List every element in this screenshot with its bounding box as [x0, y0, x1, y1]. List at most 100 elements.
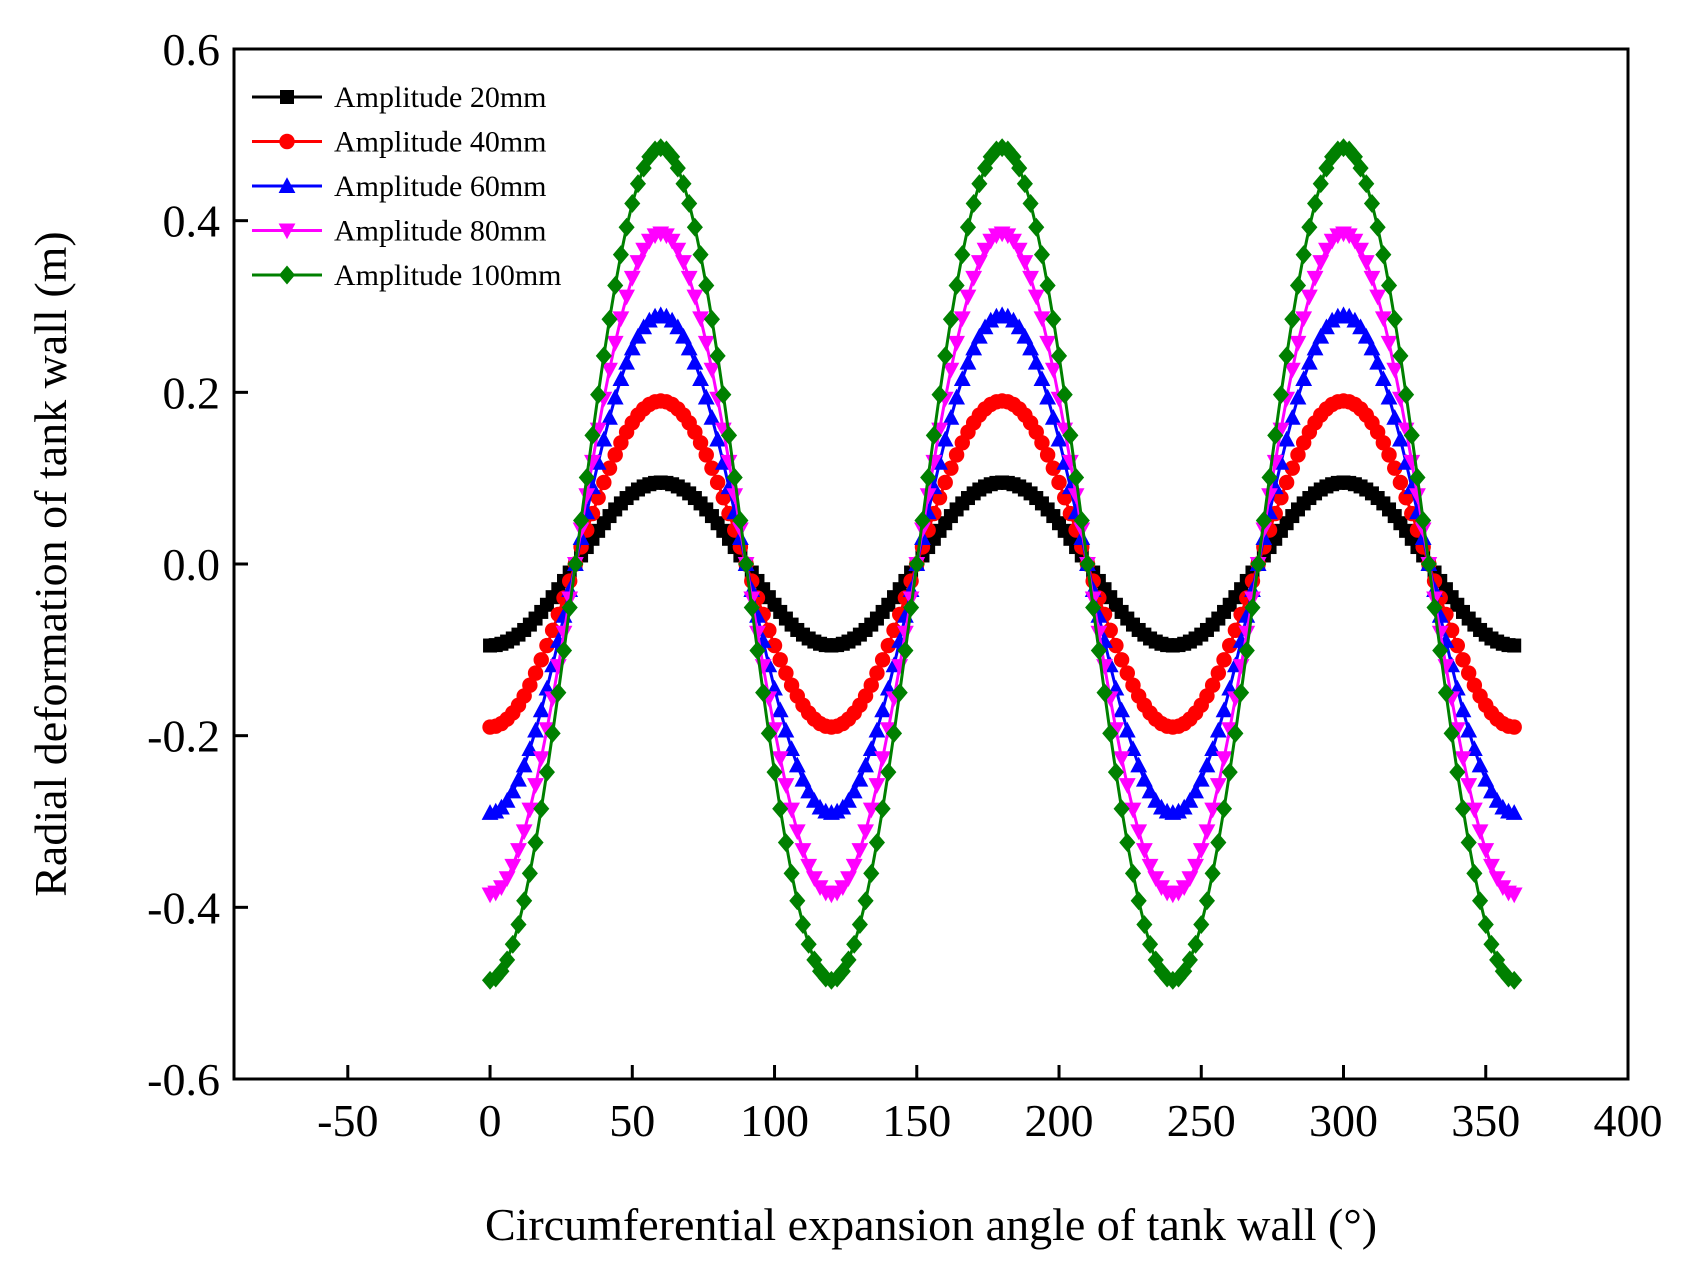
data-point	[1449, 762, 1466, 782]
data-point	[533, 799, 550, 819]
data-point	[1505, 887, 1523, 904]
data-point	[738, 554, 755, 574]
data-point	[612, 311, 630, 328]
data-point	[1215, 701, 1233, 718]
data-point	[1398, 385, 1415, 405]
data-point	[970, 327, 988, 344]
data-point	[1374, 311, 1392, 328]
data-point	[732, 511, 749, 530]
data-point	[1062, 425, 1079, 445]
data-point	[1118, 721, 1136, 738]
data-point	[868, 778, 886, 794]
data-point	[1135, 770, 1153, 787]
data-point	[1142, 934, 1159, 954]
data-point	[1352, 242, 1369, 259]
data-point	[515, 824, 533, 841]
legend-item: Amplitude 40mm	[252, 126, 547, 159]
data-point	[1016, 327, 1034, 344]
data-point	[1506, 970, 1523, 990]
y-tick-label: 0.6	[163, 24, 221, 75]
data-point	[1283, 362, 1301, 379]
data-point	[1136, 915, 1153, 934]
data-point	[1380, 275, 1398, 295]
data-point	[1363, 270, 1381, 287]
data-point	[760, 723, 777, 743]
data-point	[845, 858, 863, 875]
data-point	[1204, 677, 1221, 693]
data-point	[1113, 799, 1130, 819]
data-point	[1369, 289, 1387, 306]
data-point	[777, 833, 794, 853]
data-point	[1392, 430, 1409, 447]
data-point	[1044, 408, 1062, 425]
data-point	[1318, 158, 1335, 178]
data-point	[1460, 833, 1477, 853]
data-point	[1244, 598, 1261, 617]
data-point	[612, 245, 629, 265]
data-point	[1233, 683, 1250, 703]
data-point	[720, 425, 738, 445]
data-point	[959, 353, 977, 370]
data-point	[1381, 447, 1397, 463]
data-point	[590, 385, 607, 405]
data-point	[1039, 388, 1057, 405]
data-point	[897, 641, 914, 661]
data-point	[1392, 474, 1409, 491]
data-point	[1295, 311, 1313, 328]
data-point	[1250, 554, 1267, 574]
data-point	[1085, 598, 1102, 617]
data-point	[1409, 467, 1426, 487]
data-point	[499, 950, 516, 970]
data-point	[936, 430, 954, 447]
data-point	[942, 408, 960, 425]
data-point	[1380, 388, 1398, 405]
data-point	[555, 641, 573, 661]
data-point	[1471, 824, 1489, 841]
data-point	[498, 871, 516, 888]
data-point	[970, 255, 988, 271]
data-point	[1449, 637, 1466, 654]
data-point	[1358, 174, 1375, 194]
data-point	[1460, 665, 1477, 681]
data-point	[1130, 756, 1148, 773]
data-point	[829, 968, 846, 988]
data-point	[959, 289, 977, 306]
data-point	[1363, 194, 1381, 213]
data-point	[948, 388, 966, 405]
legend-label: Amplitude 20mm	[334, 81, 547, 114]
data-point	[1210, 665, 1227, 681]
data-point	[846, 934, 863, 954]
series-line	[489, 480, 1515, 648]
data-point	[703, 408, 721, 425]
data-point	[1198, 891, 1216, 911]
data-point	[1079, 554, 1096, 574]
data-point	[692, 370, 709, 387]
data-point	[1352, 318, 1369, 335]
data-point	[539, 637, 555, 654]
data-point	[1209, 778, 1227, 794]
data-point	[766, 637, 783, 654]
data-point	[874, 799, 891, 819]
data-point	[686, 217, 703, 237]
data-point	[1346, 233, 1364, 250]
data-point	[869, 665, 885, 681]
data-point	[606, 335, 624, 352]
data-point	[601, 309, 618, 329]
data-point	[868, 721, 886, 738]
data-point	[510, 915, 527, 934]
data-point	[692, 311, 709, 328]
data-point	[1369, 217, 1386, 237]
data-point	[703, 362, 721, 379]
y-tick-label: 0.4	[163, 196, 221, 247]
data-point	[504, 782, 522, 799]
data-point	[1209, 721, 1227, 738]
x-tick-label: 200	[1025, 1095, 1094, 1146]
data-point	[578, 467, 595, 487]
data-point	[1477, 843, 1495, 859]
data-point	[943, 460, 959, 476]
data-point	[698, 447, 714, 463]
data-point	[544, 723, 561, 743]
data-point	[1415, 511, 1432, 530]
data-point	[1290, 447, 1306, 463]
